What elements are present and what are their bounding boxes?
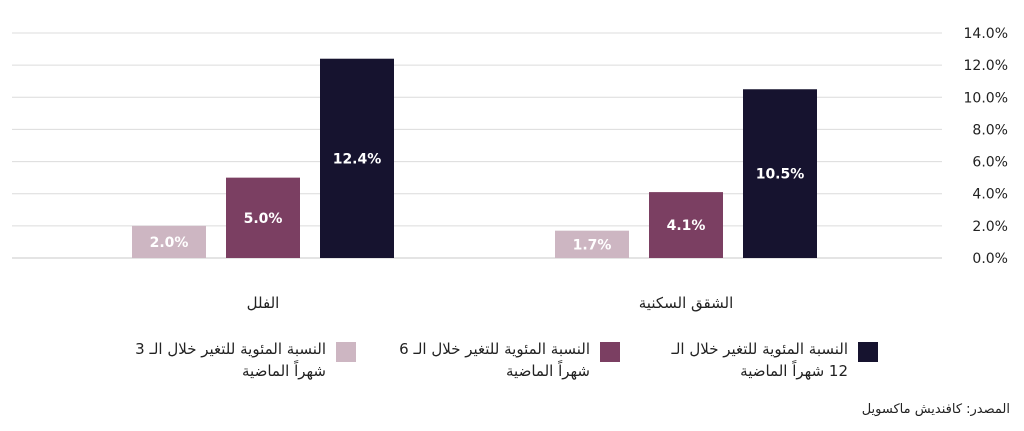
category-label: الشقق السكنية <box>639 294 733 312</box>
y-tick-label: 8.0% <box>972 122 1008 138</box>
data-label: 12.4% <box>333 151 382 167</box>
data-label: 2.0% <box>150 235 189 251</box>
category-labels: الشقق السكنية الفلل <box>247 294 734 312</box>
y-tick-label: 4.0% <box>972 187 1008 203</box>
bar <box>132 225 206 258</box>
legend-item-12-months: النسبة المئوية للتغير خلال الـ 12 شهراً … <box>648 338 878 382</box>
data-label: 5.0% <box>244 211 283 227</box>
legend-label-6-months: النسبة المئوية للتغير خلال الـ 6 شهراً ا… <box>399 340 590 380</box>
legend-swatch-12-months <box>858 342 878 362</box>
y-tick-label: 14.0% <box>964 26 1008 42</box>
legend-label-12-months: النسبة المئوية للتغير خلال الـ 12 شهراً … <box>671 340 848 380</box>
y-axis-ticks: 0.0% 2.0% 4.0% 6.0% 8.0% 10.0% 12.0% 14.0% <box>964 26 1008 267</box>
bar <box>555 230 629 258</box>
y-tick-label: 12.0% <box>964 58 1008 74</box>
y-tick-label: 6.0% <box>972 155 1008 171</box>
legend-label-3-months: النسبة المئوية للتغير خلال الـ 3 شهراً ا… <box>135 340 326 380</box>
bar-chart: 0.0% 2.0% 4.0% 6.0% 8.0% 10.0% 12.0% 14.0% 10.5… <box>12 26 1008 312</box>
legend-item-6-months: النسبة المئوية للتغير خلال الـ 6 شهراً ا… <box>390 338 620 382</box>
source-note: المصدر: كافنديش ماكسويل <box>861 402 1010 417</box>
data-label: 1.7% <box>573 237 612 253</box>
y-tick-label: 2.0% <box>972 219 1008 235</box>
bar <box>226 177 300 258</box>
data-label: 4.1% <box>667 218 706 234</box>
bar <box>743 89 817 258</box>
bar <box>320 58 394 258</box>
data-label: 10.5% <box>756 167 805 183</box>
bar <box>649 192 723 258</box>
legend-swatch-3-months <box>336 342 356 362</box>
category-label: الفلل <box>247 294 280 312</box>
legend-swatch-6-months <box>600 342 620 362</box>
bars: 10.5% 4.1% 1.7% 12.4% 5.0% 2.0% <box>132 58 817 258</box>
y-tick-label: 0.0% <box>972 251 1008 267</box>
legend-item-3-months: النسبة المئوية للتغير خلال الـ 3 شهراً ا… <box>126 338 356 382</box>
y-tick-label: 10.0% <box>964 90 1008 106</box>
